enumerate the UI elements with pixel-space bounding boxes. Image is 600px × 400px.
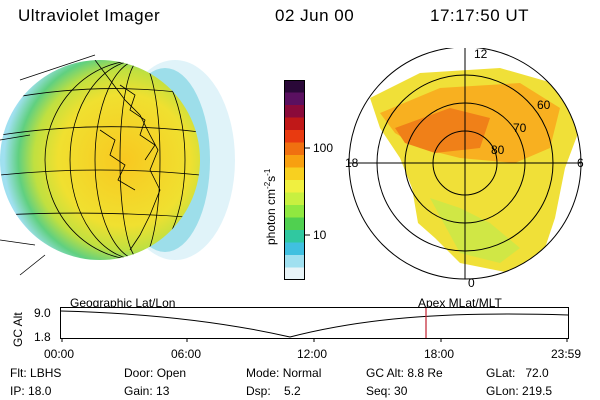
colorbar-tick-high: 100 (313, 141, 334, 155)
colorbar (284, 80, 310, 280)
colorbar-stripe (284, 80, 305, 93)
colorbar-stripe (284, 267, 305, 280)
mlt-label-6: 6 (577, 156, 584, 170)
lat-label-60: 60 (537, 98, 551, 112)
instrument-title: Ultraviolet Imager (18, 6, 161, 25)
colorbar-stripe (284, 230, 305, 243)
colorbar-stripe (284, 255, 305, 268)
gc-alt-timeline-plot (60, 307, 569, 342)
glon-field: GLon: 219.5 (486, 384, 553, 398)
colorbar-stripe (284, 167, 305, 181)
colorbar-stripe (284, 192, 305, 206)
colorbar-stripe (284, 242, 305, 256)
colorbar-stripe (284, 92, 305, 106)
mlt-label-0: 0 (468, 276, 475, 290)
ip-field: IP: 18.0 (10, 384, 52, 398)
x-tick-2359: 23:59 (551, 347, 582, 361)
mode-field: Mode: Normal (246, 366, 322, 380)
colorbar-unit-label: photon cm-2s-1 (263, 168, 278, 245)
door-field: Door: Open (124, 366, 187, 380)
dsp-field: Dsp: 5.2 (246, 384, 301, 398)
x-tick-1800: 18:00 (424, 347, 455, 361)
x-tick-0600: 06:00 (171, 347, 202, 361)
time-label: 17:17:50 UT (430, 6, 530, 25)
y-tick-low: 1.8 (34, 330, 51, 344)
x-tick-1200: 12:00 (297, 347, 328, 361)
lat-label-70: 70 (513, 121, 527, 135)
colorbar-stripe (284, 180, 305, 193)
x-tick-0000: 00:00 (44, 347, 75, 361)
glat-field: GLat: 72.0 (486, 366, 549, 380)
mlt-label-18: 18 (345, 156, 359, 170)
colorbar-stripe (284, 117, 305, 131)
polar-mlt-plot (348, 48, 582, 280)
gain-field: Gain: 13 (124, 384, 170, 398)
flt-field: Flt: LBHS (10, 366, 62, 380)
mlt-label-12: 12 (474, 47, 488, 61)
colorbar-stripe (284, 205, 305, 218)
apex-caption: Apex MLat/MLT (418, 296, 502, 310)
y-tick-high: 9.0 (34, 306, 51, 320)
colorbar-stripe (284, 217, 305, 231)
colorbar-tick-low: 10 (313, 228, 327, 242)
gc-alt-field: GC Alt: 8.8 Re (366, 366, 443, 380)
date-label: 02 Jun 00 (275, 6, 355, 25)
seq-field: Seq: 30 (366, 384, 408, 398)
colorbar-stripe (284, 155, 305, 168)
lat-label-80: 80 (491, 143, 505, 157)
geographic-caption: Geographic Lat/Lon (70, 296, 176, 310)
colorbar-stripe (284, 142, 305, 156)
gc-alt-axis-label: GC Alt (11, 312, 25, 347)
colorbar-stripe (284, 105, 305, 118)
colorbar-stripe (284, 130, 305, 143)
geographic-globe-image (0, 54, 235, 276)
